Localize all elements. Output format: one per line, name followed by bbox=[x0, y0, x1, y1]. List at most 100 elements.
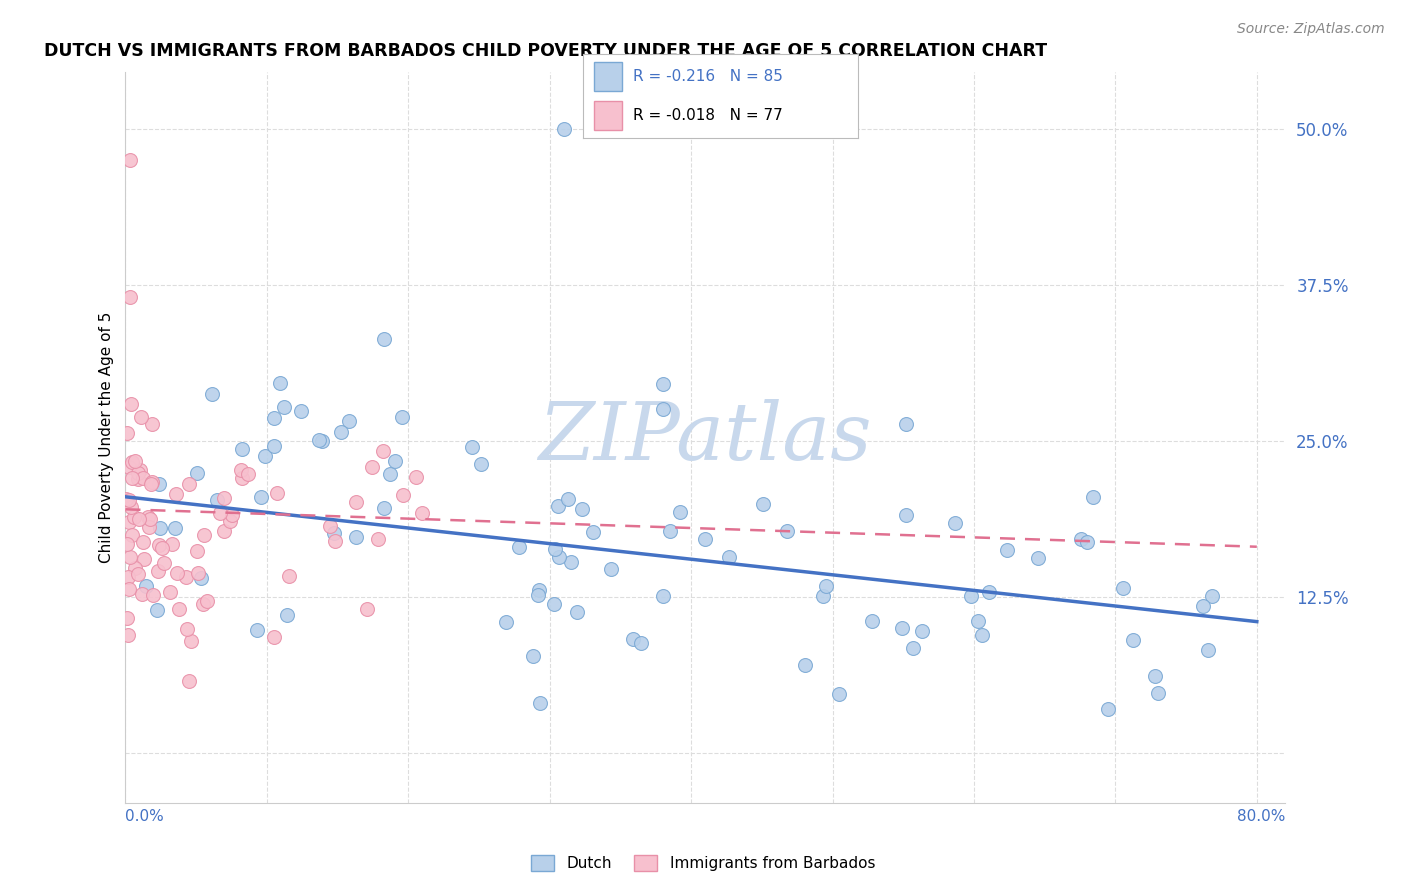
Point bbox=[972, 628, 994, 642]
Point bbox=[371, 443, 394, 458]
Point bbox=[139, 476, 162, 491]
Point bbox=[1192, 599, 1215, 614]
Point bbox=[373, 500, 395, 515]
Point bbox=[115, 493, 138, 508]
Y-axis label: Child Poverty Under the Age of 5: Child Poverty Under the Age of 5 bbox=[100, 312, 114, 563]
Point bbox=[263, 439, 285, 453]
Point bbox=[118, 549, 141, 564]
Point bbox=[560, 555, 582, 569]
Point bbox=[115, 611, 138, 625]
Text: Source: ZipAtlas.com: Source: ZipAtlas.com bbox=[1237, 22, 1385, 37]
Point bbox=[166, 566, 188, 580]
Point bbox=[548, 550, 571, 565]
Point bbox=[337, 413, 360, 427]
Point bbox=[1201, 589, 1223, 603]
Point bbox=[195, 594, 218, 608]
Point bbox=[344, 495, 367, 509]
Point bbox=[148, 477, 170, 491]
Point bbox=[231, 471, 253, 485]
Point bbox=[129, 410, 152, 425]
Point bbox=[141, 475, 163, 489]
Point bbox=[529, 582, 551, 597]
Point bbox=[323, 533, 346, 548]
Point bbox=[128, 512, 150, 526]
Point bbox=[522, 649, 544, 664]
Point bbox=[205, 493, 228, 508]
Point bbox=[659, 524, 682, 538]
Point bbox=[127, 472, 149, 486]
Point bbox=[250, 490, 273, 504]
Point bbox=[367, 532, 389, 546]
Point bbox=[138, 520, 160, 534]
Point bbox=[1028, 551, 1050, 566]
Point bbox=[277, 569, 299, 583]
Point bbox=[669, 505, 692, 519]
Point bbox=[176, 622, 198, 636]
Point bbox=[135, 579, 157, 593]
Point bbox=[1097, 702, 1119, 716]
Point bbox=[212, 524, 235, 539]
Point bbox=[180, 633, 202, 648]
Text: 0.0%: 0.0% bbox=[125, 809, 165, 824]
Point bbox=[860, 614, 883, 628]
Point bbox=[177, 476, 200, 491]
Point bbox=[1197, 642, 1219, 657]
Point bbox=[221, 508, 243, 522]
Point bbox=[717, 550, 740, 565]
Point bbox=[330, 425, 353, 439]
Point bbox=[1143, 669, 1166, 683]
Point bbox=[529, 696, 551, 710]
Point bbox=[231, 442, 253, 457]
Point bbox=[117, 570, 139, 584]
Point bbox=[150, 541, 173, 555]
Point bbox=[651, 402, 673, 417]
Point bbox=[208, 506, 231, 520]
Point bbox=[547, 499, 569, 513]
Point bbox=[323, 526, 346, 541]
Point bbox=[127, 566, 149, 581]
Point bbox=[544, 541, 567, 556]
Point bbox=[186, 544, 208, 558]
Bar bbox=[595, 62, 621, 91]
Point bbox=[276, 608, 298, 623]
Point bbox=[153, 556, 176, 570]
Point bbox=[141, 417, 163, 431]
Point bbox=[693, 533, 716, 547]
Point bbox=[392, 488, 415, 502]
Point bbox=[136, 510, 159, 524]
Point bbox=[967, 614, 990, 628]
Text: ZIPatlas: ZIPatlas bbox=[538, 399, 872, 476]
Point bbox=[995, 543, 1018, 558]
Point bbox=[405, 469, 427, 483]
Point bbox=[114, 491, 136, 506]
Point bbox=[139, 512, 162, 526]
Point bbox=[118, 582, 141, 596]
Point bbox=[132, 471, 155, 485]
Point bbox=[149, 521, 172, 535]
Point bbox=[120, 500, 142, 514]
Point bbox=[148, 538, 170, 552]
Point bbox=[219, 514, 242, 528]
Point bbox=[582, 524, 605, 539]
Point bbox=[128, 463, 150, 477]
Point bbox=[290, 404, 312, 418]
Point bbox=[894, 508, 917, 522]
Point bbox=[651, 377, 673, 392]
Point bbox=[461, 440, 484, 454]
Point bbox=[132, 552, 155, 566]
Point bbox=[384, 454, 406, 468]
Point bbox=[891, 621, 914, 635]
Point bbox=[254, 449, 277, 463]
Point bbox=[124, 454, 146, 468]
Point bbox=[246, 623, 269, 637]
Point bbox=[894, 417, 917, 432]
Point bbox=[344, 530, 367, 544]
Point bbox=[146, 564, 169, 578]
Point bbox=[121, 455, 143, 469]
Point bbox=[1146, 686, 1168, 700]
Point bbox=[1070, 532, 1092, 546]
Point bbox=[165, 487, 187, 501]
Point bbox=[651, 589, 673, 603]
Point bbox=[269, 376, 291, 390]
Text: DUTCH VS IMMIGRANTS FROM BARBADOS CHILD POVERTY UNDER THE AGE OF 5 CORRELATION C: DUTCH VS IMMIGRANTS FROM BARBADOS CHILD … bbox=[45, 42, 1047, 60]
